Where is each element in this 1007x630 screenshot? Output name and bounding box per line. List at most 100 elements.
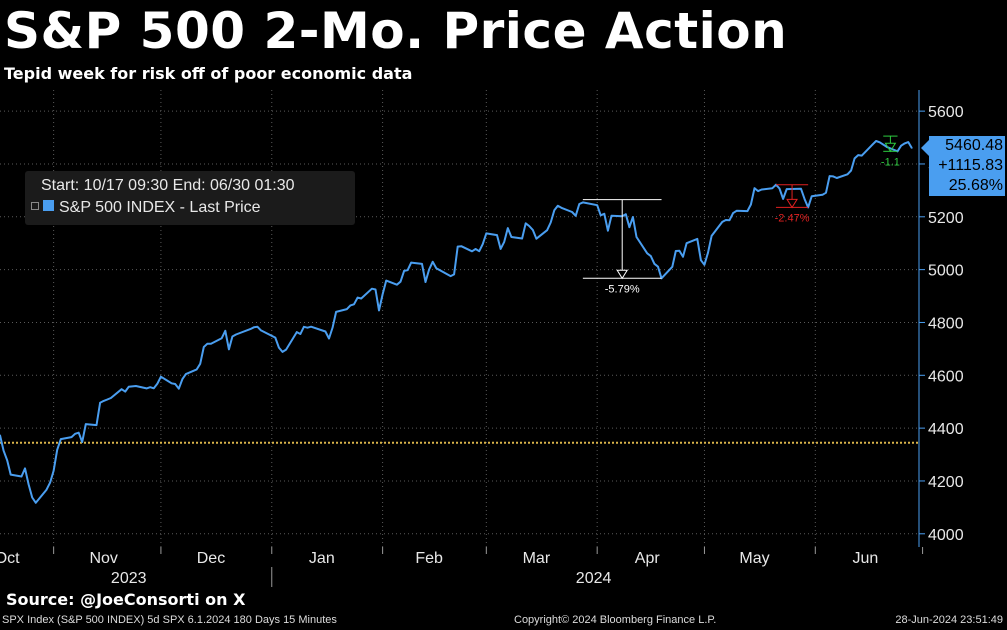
- series-point: [81, 441, 83, 443]
- footer-timestamp: 28-Jun-2024 23:51:49: [895, 614, 1003, 626]
- series-point: [110, 397, 112, 399]
- x-tick-label: Nov: [89, 550, 117, 567]
- series-point: [235, 333, 237, 336]
- series-point: [399, 280, 402, 283]
- series-point: [449, 275, 452, 277]
- series-point: [20, 475, 23, 478]
- series-point: [278, 346, 280, 349]
- axes: 400042004400460048005000520054005600OctN…: [0, 90, 964, 587]
- series-point: [324, 330, 327, 333]
- legend-series-label: S&P 500 INDEX - Last Price: [59, 199, 261, 216]
- series-point: [253, 326, 255, 329]
- series-point: [328, 337, 330, 340]
- series-point: [496, 234, 498, 236]
- series-point: [675, 250, 677, 252]
- series-point: [582, 201, 584, 204]
- series-point: [24, 467, 26, 470]
- legend-range-text: Start: 10/17 09:30 End: 06/30 01:30: [41, 177, 295, 194]
- series-point: [825, 191, 827, 194]
- series-point: [549, 221, 552, 224]
- series-point: [95, 424, 98, 426]
- series-point: [607, 229, 609, 232]
- series-point: [285, 348, 287, 351]
- series-point: [725, 219, 727, 221]
- series-point: [178, 387, 180, 390]
- series-point: [753, 187, 756, 189]
- series-point: [578, 203, 581, 205]
- footer-copyright: Copyright© 2024 Bloomberg Finance L.P.: [514, 614, 717, 626]
- series-point: [199, 363, 201, 365]
- series-point: [2, 449, 5, 452]
- series-point: [77, 431, 80, 434]
- series-point: [156, 383, 159, 385]
- series-point: [374, 288, 377, 291]
- series-point: [471, 250, 473, 253]
- drawdown-arrow: [884, 142, 897, 153]
- series-point: [102, 400, 105, 402]
- series-point: [535, 237, 538, 240]
- series-point: [49, 481, 51, 484]
- series-point: [875, 140, 877, 142]
- drawdown-label: -5.79%: [605, 283, 640, 295]
- series-point: [707, 251, 709, 254]
- series-point: [35, 502, 37, 504]
- legend-series-entry[interactable]: S&P 500 INDEX - Last Price: [31, 199, 261, 217]
- series-point: [306, 326, 309, 329]
- series-point: [850, 169, 852, 172]
- series-point: [682, 255, 684, 258]
- x-tick-label: Apr: [635, 550, 661, 567]
- series-point: [911, 147, 913, 149]
- series-point: [349, 304, 352, 307]
- series-point: [771, 187, 774, 189]
- series-point: [553, 209, 556, 212]
- series-point: [210, 343, 212, 345]
- x-tick-label: Feb: [415, 550, 443, 567]
- series-point: [9, 473, 12, 476]
- series-point: [821, 194, 824, 196]
- x-tick-label: Oct: [0, 550, 20, 567]
- y-tick-label: 4800: [928, 315, 964, 332]
- series-layer: [0, 140, 913, 504]
- series-point: [721, 221, 724, 223]
- series-point: [710, 235, 713, 237]
- series-point: [503, 241, 506, 243]
- series-point: [106, 398, 109, 401]
- series-point: [56, 449, 58, 451]
- series-point: [31, 496, 33, 499]
- series-point: [596, 204, 598, 206]
- series-point: [228, 348, 230, 351]
- series-point: [646, 252, 648, 255]
- series-point: [299, 333, 302, 335]
- series-point: [557, 205, 559, 207]
- series-point: [610, 214, 613, 217]
- series-point: [746, 210, 749, 212]
- series-point: [120, 388, 123, 391]
- series-point: [599, 214, 602, 217]
- series-point: [99, 402, 101, 404]
- series-point: [135, 385, 137, 387]
- series-point: [60, 438, 62, 440]
- series-point: [485, 232, 488, 235]
- series-point: [871, 143, 874, 146]
- source-credit: Source: @JoeConsorti on X: [6, 590, 246, 609]
- series-point: [810, 195, 813, 198]
- series-point: [27, 483, 30, 486]
- series-point: [6, 459, 8, 462]
- series-point: [335, 311, 337, 313]
- series-point: [127, 386, 130, 388]
- x-year-label: 2023: [111, 570, 147, 587]
- series-point: [195, 368, 198, 371]
- series-point: [882, 143, 884, 146]
- drawdown-arrow: [616, 269, 629, 280]
- series-point: [900, 144, 902, 147]
- series-point: [800, 188, 802, 190]
- expand-icon[interactable]: [31, 201, 39, 210]
- series-point: [220, 337, 223, 340]
- series-point: [378, 309, 380, 312]
- drawdown-label: -2.47%: [775, 212, 810, 224]
- series-point: [153, 387, 155, 390]
- x-year-label: 2024: [576, 570, 612, 587]
- series-point: [625, 213, 627, 215]
- series-point: [732, 212, 734, 214]
